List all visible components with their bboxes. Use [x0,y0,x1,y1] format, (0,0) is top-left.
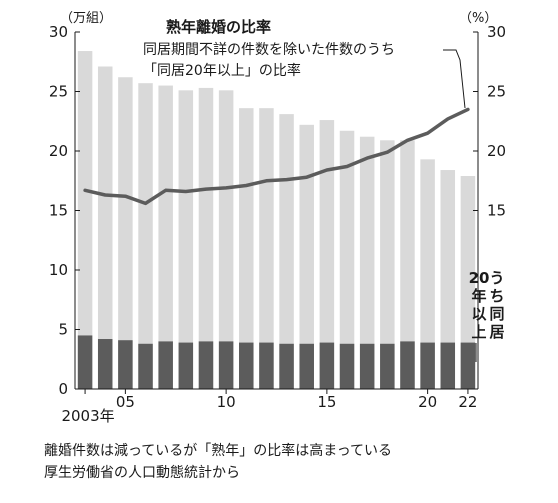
right-axis-unit: （%） [459,11,497,26]
left-tick-label: 20 [49,142,68,160]
x-tick-label: 2003年 [61,407,114,425]
right-tick-label: 25 [487,83,506,101]
lower-label-char: う [489,269,504,287]
left-tick-label: 15 [49,202,68,220]
bar-20yr [239,342,254,389]
line-note-leader [443,49,466,109]
bar-total [380,140,395,389]
bar-20yr [440,342,456,389]
bar-total [400,140,415,389]
x-tick-label: 20 [418,393,437,411]
caption-line-2: 厚生労働省の人口動態統計から [44,465,240,481]
bar-total [359,136,375,389]
bar-total [158,85,173,390]
lower-label-char: ち [489,287,504,305]
bar-total [218,90,234,389]
line-note-line-1: 同居期間不詳の件数を除いた件数のうち [143,42,395,58]
lower-label-char: 年 [471,287,486,305]
lower-label-char: 以 [471,305,486,323]
bar-20yr [178,342,194,389]
bar-20yr [299,343,314,389]
bar-total [138,83,153,390]
x-tick-label: 15 [317,393,336,411]
bar-total [198,87,214,390]
bar-total [460,175,476,389]
axes-layer [74,32,479,390]
bar-20yr [198,341,214,389]
bar-total [97,66,113,389]
x-tick-label: 05 [116,393,135,411]
lower-label-char: 同 [489,305,504,323]
bar-20yr [460,342,476,389]
bar-total [279,114,294,390]
bar-20yr [97,339,113,389]
line-note-line-2: 「同居20年以上」の比率 [143,62,301,79]
bar-20yr [259,342,274,389]
bar-20yr [218,341,234,389]
bar-total [259,108,274,389]
lower-label-char: 居 [489,323,504,341]
left-tick-label: 25 [49,83,68,101]
left-tick-label: 30 [49,23,68,41]
bar-20yr [77,335,93,389]
x-tick-label: 10 [217,393,236,411]
bar-total [118,77,133,389]
bar-20yr [380,343,395,389]
right-tick-label: 20 [487,142,506,160]
right-tick-label: 30 [487,23,506,41]
bar-20yr [339,343,355,389]
left-tick-label: 10 [49,261,68,279]
bar-20yr [319,342,335,389]
bar-total [239,108,254,389]
bar-20yr [118,340,133,389]
ratio-line [83,107,470,206]
bar-total [178,90,194,389]
bar-20yr [138,343,153,389]
bar-layer [77,51,476,390]
right-tick-label: 15 [487,202,506,220]
lower-label-char: 20 [469,269,490,287]
left-tick-label: 0 [58,380,68,398]
caption-line-1: 離婚件数は減っているが「熟年」の比率は高まっている [44,443,393,459]
bar-20yr [359,343,375,389]
bar-total [420,159,435,389]
bar-20yr [158,341,173,389]
lower-label-char: 上 [471,323,486,341]
bar-20yr [420,342,435,389]
line-layer [83,107,470,206]
left-tick-label: 5 [58,321,68,339]
bar-total [77,51,93,389]
left-axis-unit: （万組） [60,11,112,26]
chart-title: 熟年離婚の比率 [166,18,271,36]
bar-total [440,170,456,389]
lower-series-label: 20 年 以 上 う ち 同 居 [469,269,505,341]
bar-20yr [279,343,294,389]
bar-total [319,120,335,389]
x-tick-label: 22 [458,393,477,411]
bar-total [299,124,314,389]
bar-20yr [400,341,415,389]
bar-total [339,130,355,389]
